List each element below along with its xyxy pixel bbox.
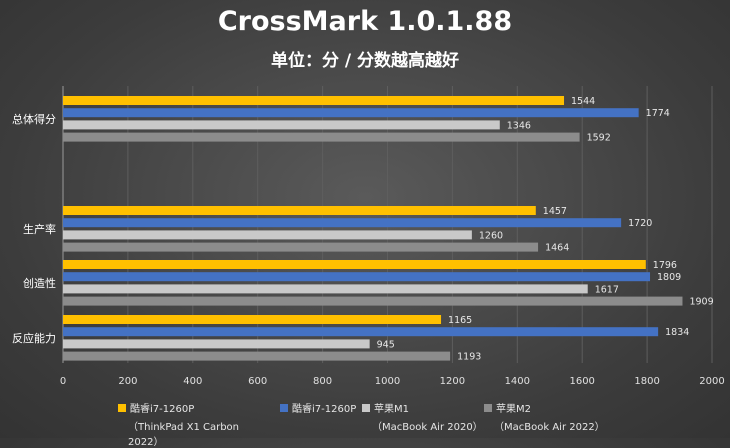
data-label: 1834 — [665, 327, 689, 338]
legend-item-4: 苹果M2 （MacBook Air 2022） — [484, 400, 634, 433]
bar — [63, 242, 539, 252]
legend-swatch-4 — [484, 403, 492, 412]
bar — [63, 96, 565, 105]
legend-item-3: 苹果M1 （MacBook Air 2020） — [362, 400, 512, 433]
legend-label-1: 酷睿i7-1260P — [130, 404, 195, 415]
x-tick-label: 800 — [313, 376, 332, 387]
bar — [63, 327, 659, 337]
data-label: 1774 — [646, 108, 670, 119]
data-label: 1796 — [653, 260, 677, 271]
x-tick-label: 1600 — [569, 376, 594, 387]
x-tick-label: 1000 — [375, 376, 400, 387]
data-label: 945 — [377, 339, 395, 350]
bar-chart: 0 200 400 600 800 1000 1200 1400 1600 1800 2000 总体得… — [12, 86, 725, 387]
legend-swatch-3 — [362, 403, 370, 412]
x-tick-label: 2000 — [699, 376, 724, 387]
bar — [63, 108, 639, 118]
x-tick-label: 600 — [248, 376, 267, 387]
bar — [63, 230, 472, 240]
legend-swatch-2 — [280, 403, 288, 412]
x-tick-label: 200 — [118, 376, 137, 387]
category-label: 创造性 — [23, 276, 56, 290]
bar — [63, 206, 536, 215]
bar — [63, 284, 588, 294]
category-label: 生产率 — [23, 222, 56, 236]
legend-label-3: 苹果M1 — [374, 404, 409, 415]
data-label: 1809 — [657, 272, 681, 283]
data-label: 1617 — [595, 284, 619, 295]
category-label: 反应能力 — [12, 331, 56, 345]
legend-item-1: 酷睿i7-1260P （ThinkPad X1 Carbon 2022） — [118, 400, 268, 448]
data-label: 1544 — [571, 96, 595, 107]
data-label: 1193 — [457, 352, 481, 363]
legend: 酷睿i7-1260P （ThinkPad X1 Carbon 2022） 酷睿i… — [118, 400, 638, 448]
bar — [63, 351, 451, 361]
legend-swatch-1 — [118, 403, 126, 412]
legend-note-1: （ThinkPad X1 Carbon 2022） — [128, 422, 240, 448]
chart-subtitle: 单位：分 / 分数越高越好 — [270, 51, 460, 71]
data-label: 1592 — [587, 133, 611, 144]
bar — [63, 272, 651, 282]
data-label: 1457 — [543, 206, 567, 217]
x-tick-label: 0 — [60, 376, 66, 387]
x-tick-label: 1800 — [634, 376, 659, 387]
legend-note-3: （MacBook Air 2020） — [372, 422, 483, 433]
bar — [63, 315, 442, 324]
data-label: 1909 — [689, 297, 713, 308]
bar — [63, 218, 622, 228]
category-label: 总体得分 — [12, 112, 56, 126]
bar — [63, 260, 646, 269]
x-tick-label: 1400 — [505, 376, 530, 387]
data-label: 1260 — [479, 230, 503, 241]
bar — [63, 120, 500, 130]
data-label: 1464 — [545, 243, 569, 254]
legend-label-4: 苹果M2 — [496, 404, 531, 415]
legend-label-2: 酷睿i7-1260P — [292, 404, 357, 415]
chart-title: CrossMark 1.0.1.88 — [217, 6, 513, 37]
x-tick-label: 1200 — [440, 376, 465, 387]
data-label: 1165 — [448, 315, 472, 326]
legend-note-4: （MacBook Air 2022） — [494, 422, 605, 433]
data-label: 1346 — [507, 120, 531, 131]
bar — [63, 132, 580, 142]
legend-item-2: 酷睿i7-1260P — [280, 400, 430, 415]
bar — [63, 296, 683, 306]
bar — [63, 339, 370, 349]
x-tick-label: 400 — [183, 376, 202, 387]
data-label: 1720 — [628, 218, 652, 229]
